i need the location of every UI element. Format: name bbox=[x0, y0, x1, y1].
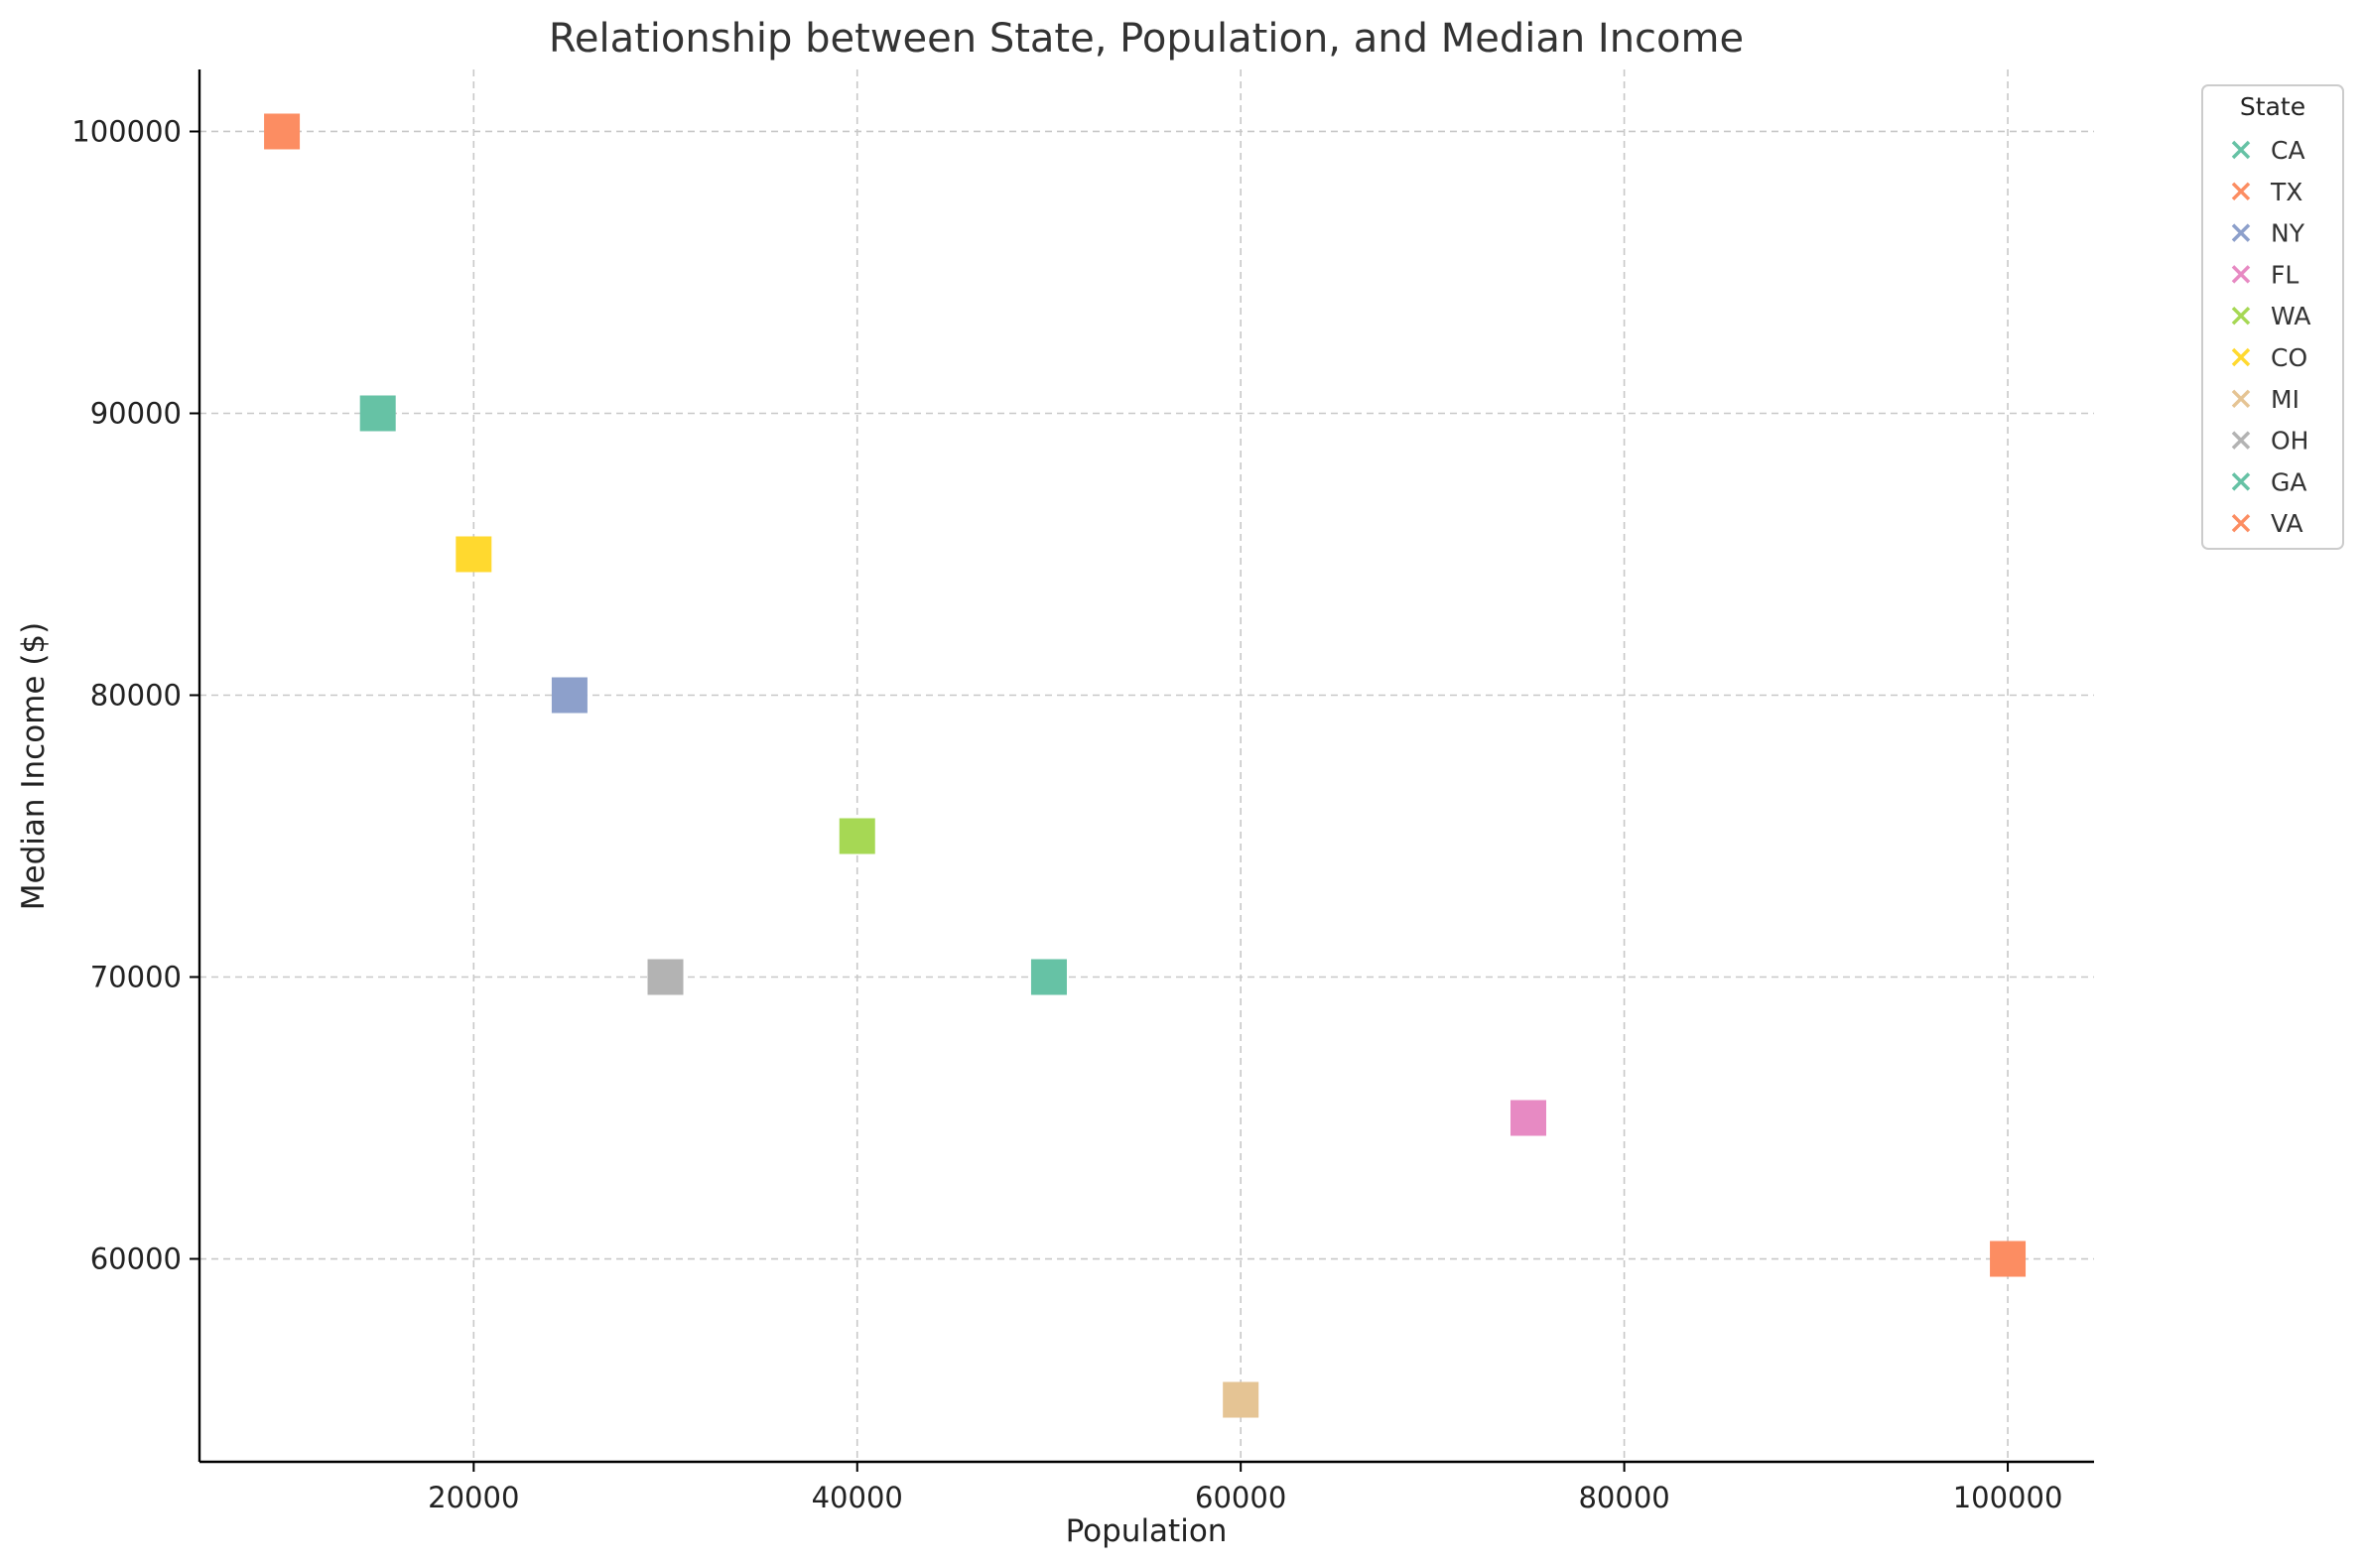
legend-label: CA bbox=[2271, 136, 2305, 165]
legend-x-marker-icon bbox=[2231, 140, 2251, 160]
data-point bbox=[264, 113, 301, 150]
legend-label: OH bbox=[2271, 427, 2308, 456]
legend-entry: WA bbox=[2231, 302, 2310, 330]
legend-x-marker-icon bbox=[2231, 265, 2251, 284]
legend: State CA TX NY FL WA CO MI OH GA VA bbox=[2201, 84, 2344, 550]
legend-label: MI bbox=[2271, 385, 2299, 414]
x-tick-label: 60000 bbox=[1195, 1481, 1286, 1514]
data-point bbox=[1510, 1100, 1547, 1136]
chart-title: Relationship between State, Population, … bbox=[549, 16, 1744, 62]
legend-x-marker-icon bbox=[2231, 182, 2251, 201]
legend-entry: OH bbox=[2231, 427, 2308, 456]
y-axis-label: Median Income ($) bbox=[16, 622, 52, 910]
y-tick-label: 80000 bbox=[90, 678, 182, 712]
data-point bbox=[456, 536, 492, 573]
legend-label: CO bbox=[2271, 343, 2307, 372]
legend-x-marker-icon bbox=[2231, 389, 2251, 409]
x-tick-label: 100000 bbox=[1953, 1481, 2063, 1514]
data-points bbox=[264, 113, 2027, 1418]
legend-title: State bbox=[2240, 92, 2305, 121]
data-point bbox=[647, 959, 684, 995]
legend-label: FL bbox=[2271, 260, 2298, 289]
y-tick-label: 60000 bbox=[90, 1242, 182, 1276]
x-tick-label: 40000 bbox=[812, 1481, 903, 1514]
legend-entry: VA bbox=[2231, 509, 2303, 538]
legend-x-marker-icon bbox=[2231, 347, 2251, 367]
legend-entry: MI bbox=[2231, 385, 2299, 414]
y-tick-label: 70000 bbox=[90, 961, 182, 994]
legend-x-marker-icon bbox=[2231, 513, 2251, 533]
data-point bbox=[1990, 1241, 2027, 1277]
legend-x-marker-icon bbox=[2231, 472, 2251, 491]
y-tick-label: 90000 bbox=[90, 396, 182, 430]
x-axis-label: Population bbox=[1066, 1513, 1228, 1549]
legend-entries: CA TX NY FL WA CO MI OH GA VA bbox=[2231, 136, 2310, 538]
data-point bbox=[839, 818, 875, 854]
legend-label: VA bbox=[2271, 509, 2303, 538]
data-point bbox=[1223, 1381, 1259, 1418]
legend-entry: CO bbox=[2231, 343, 2307, 372]
axes bbox=[197, 69, 2094, 1464]
legend-frame bbox=[2201, 84, 2344, 550]
legend-x-marker-icon bbox=[2231, 306, 2251, 326]
legend-entry: CA bbox=[2231, 136, 2305, 165]
y-tick-label: 100000 bbox=[71, 114, 182, 148]
legend-label: NY bbox=[2271, 219, 2305, 248]
legend-entry: NY bbox=[2231, 219, 2305, 248]
legend-label: GA bbox=[2271, 467, 2306, 496]
x-tick-label: 80000 bbox=[1578, 1481, 1669, 1514]
legend-x-marker-icon bbox=[2231, 223, 2251, 242]
legend-entry: TX bbox=[2231, 178, 2302, 206]
axis-ticks: 20000 40000 60000 80000 100000 60000 70000 8000… bbox=[71, 114, 2062, 1514]
legend-label: TX bbox=[2270, 178, 2302, 206]
data-point bbox=[359, 395, 396, 432]
legend-x-marker-icon bbox=[2231, 431, 2251, 450]
grid-lines bbox=[199, 69, 2094, 1462]
legend-label: WA bbox=[2271, 302, 2310, 330]
x-tick-label: 20000 bbox=[428, 1481, 519, 1514]
data-point bbox=[1030, 959, 1067, 995]
data-point bbox=[551, 677, 588, 714]
legend-entry: FL bbox=[2231, 260, 2298, 289]
legend-entry: GA bbox=[2231, 467, 2306, 496]
